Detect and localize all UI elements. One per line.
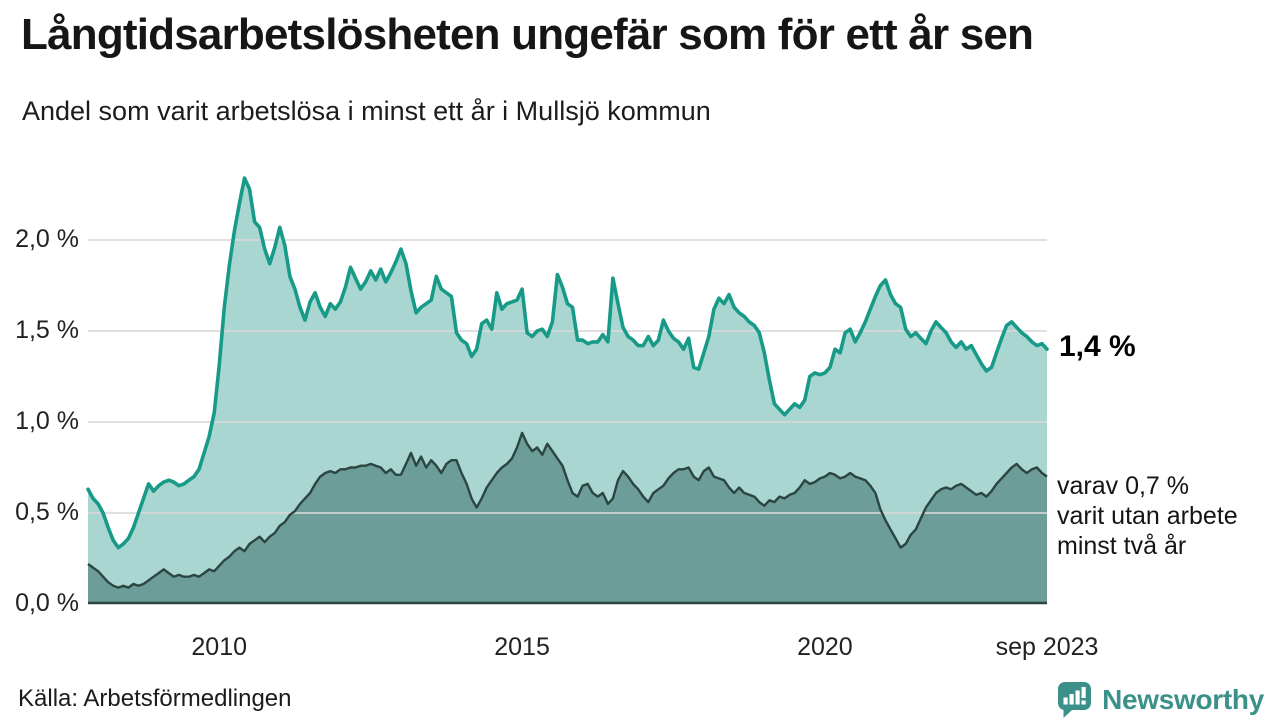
- y-axis-label: 1,0 %: [15, 407, 79, 435]
- y-axis-label: 0,0 %: [15, 589, 79, 617]
- x-axis-label: sep 2023: [995, 633, 1099, 661]
- secondary-series-label: varav 0,7 % varit utan arbete minst två …: [1057, 471, 1238, 561]
- newsworthy-wordmark: Newsworthy: [1102, 684, 1264, 715]
- y-axis-label: 0,5 %: [15, 498, 79, 526]
- x-axis-label: 2020: [797, 633, 853, 661]
- newsworthy-logo: Newsworthy: [1056, 681, 1264, 719]
- latest-value-label: 1,4 %: [1059, 330, 1136, 363]
- newsworthy-icon: [1058, 682, 1092, 718]
- page-title: Långtidsarbetslösheten ungefär som för e…: [21, 10, 1034, 59]
- y-axis-label: 2,0 %: [15, 225, 79, 253]
- two-year-area: [88, 432, 1047, 604]
- secondary-series-label-line3: minst två år: [1057, 532, 1187, 560]
- chart-subtitle: Andel som varit arbetslösa i minst ett å…: [22, 96, 711, 126]
- secondary-series-label-line2: varit utan arbete: [1057, 502, 1238, 530]
- secondary-series-label-line1: varav 0,7 %: [1057, 472, 1190, 500]
- source-label: Källa: Arbetsförmedlingen: [18, 685, 292, 712]
- y-axis-label: 1,5 %: [15, 316, 79, 344]
- x-axis-label: 2015: [494, 633, 550, 661]
- two-year-line: [87, 431, 1048, 589]
- x-axis-label: 2010: [191, 633, 248, 661]
- total-line: [86, 176, 1049, 550]
